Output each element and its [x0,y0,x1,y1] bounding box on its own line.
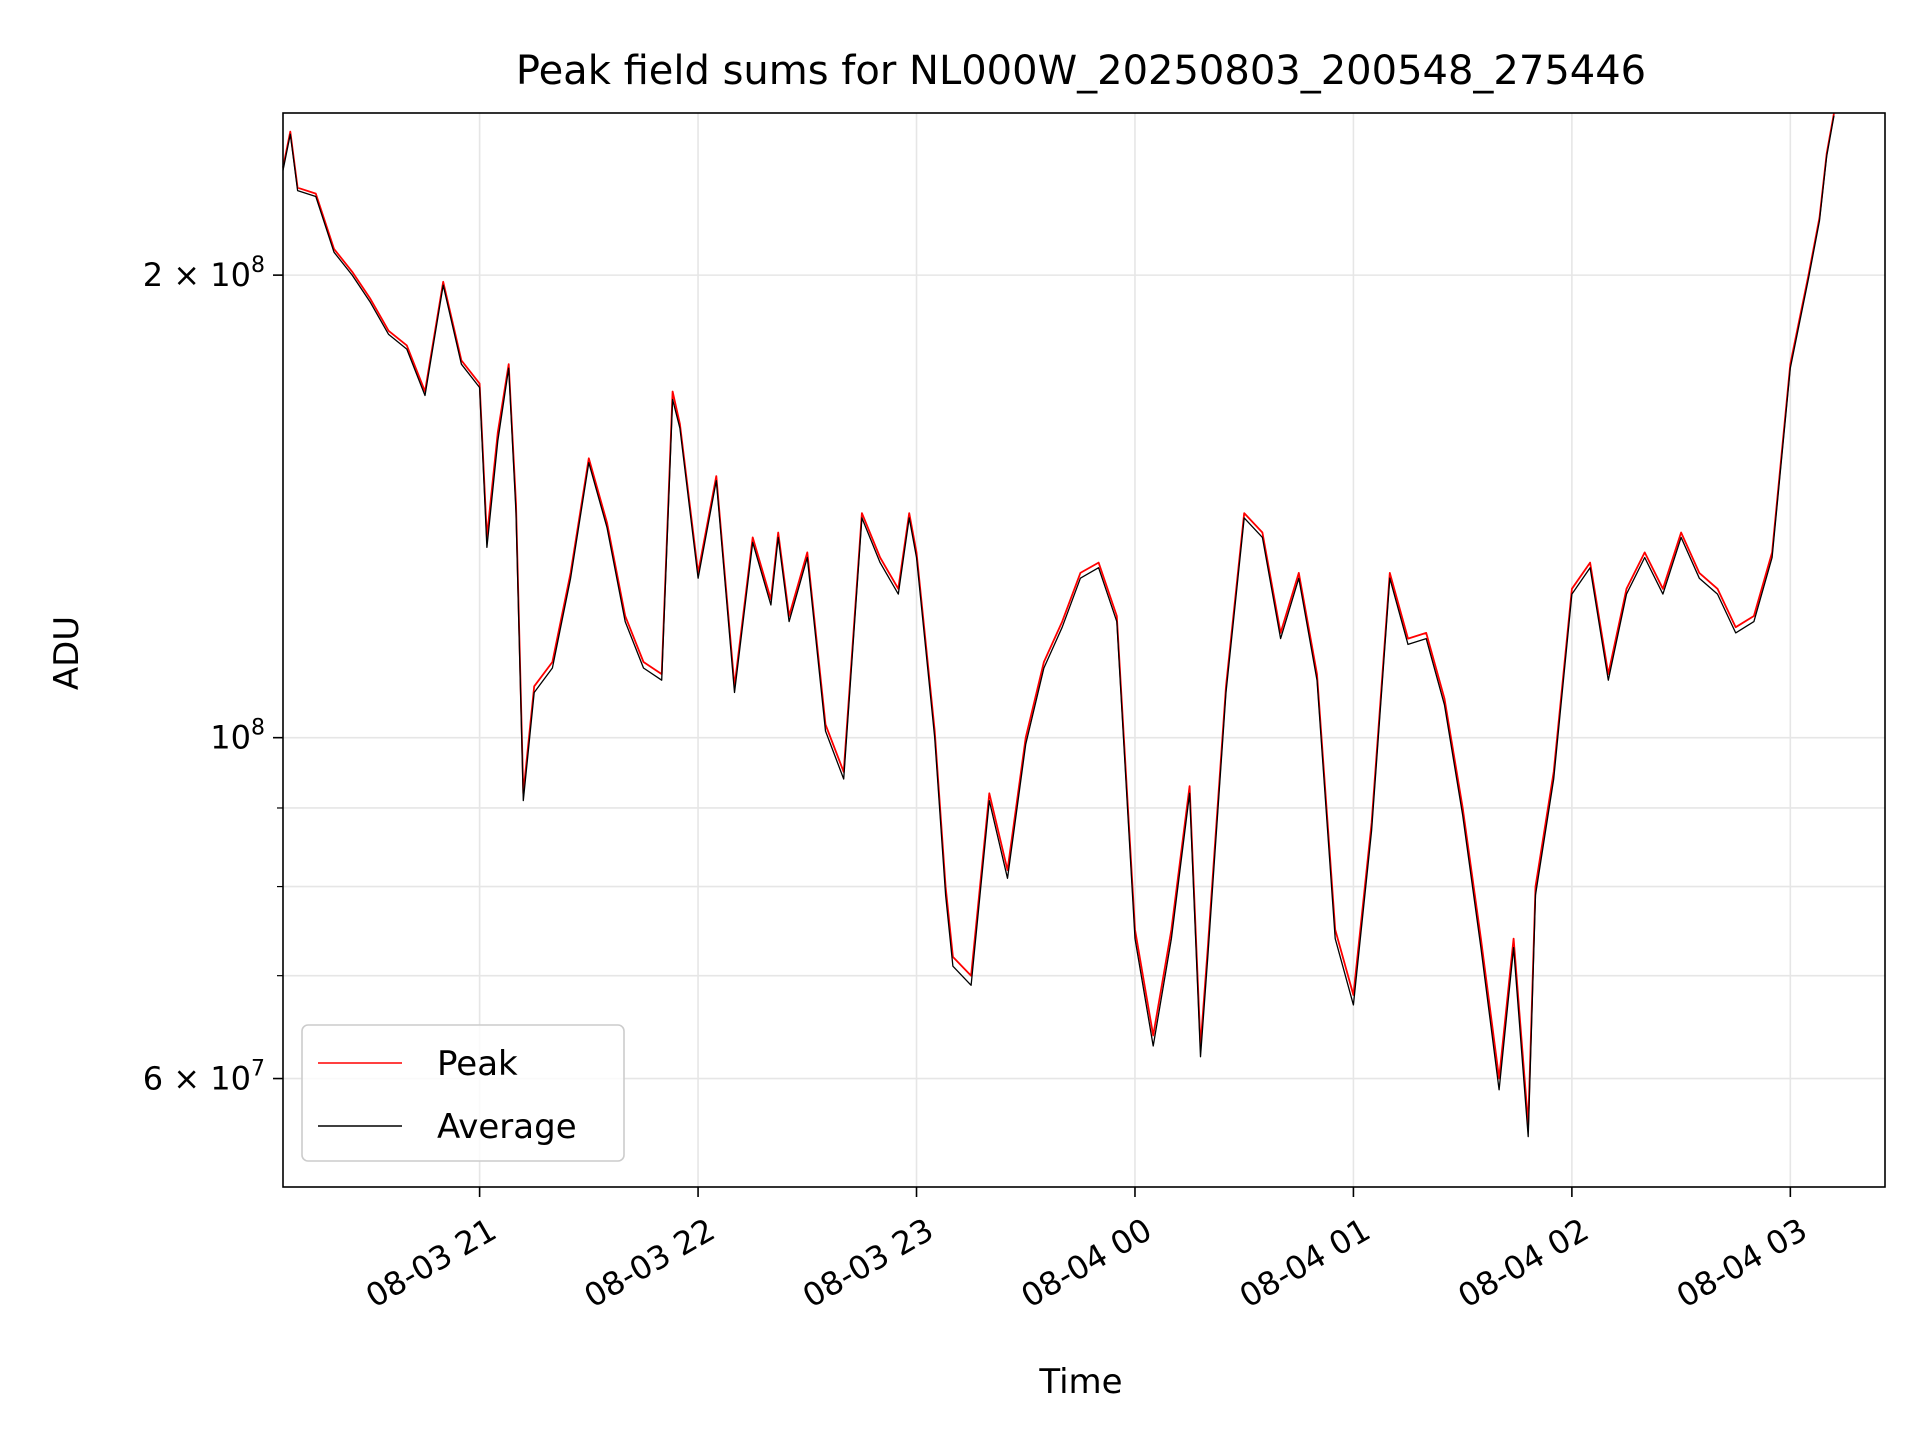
plot-frame [282,112,1886,1188]
y-tick-label: 2 × 108 [143,253,265,294]
legend: Peak Average [301,1024,625,1162]
y-tick-label-base: 10 [210,719,251,757]
plot-series [282,112,1835,1138]
y-tick-label-exponent: 7 [251,1057,265,1082]
legend-box [301,1024,625,1162]
y-tick-label: 6 × 107 [143,1057,265,1098]
y-tick-label-base: 6 × 10 [143,1060,251,1098]
gridlines [283,113,1885,1187]
y-axis-label: ADU [47,616,87,690]
series-line-average [282,115,1835,1138]
y-tick-label: 108 [210,716,265,757]
legend-label-average: Average [437,1107,577,1147]
x-axis-label: Time [1038,1362,1122,1402]
y-tick-label-base: 2 × 10 [143,256,251,294]
legend-label-peak: Peak [437,1044,518,1084]
y-tick-label-exponent: 8 [251,716,265,741]
y-tick-label-exponent: 8 [251,253,265,278]
chart-title: Peak field sums for NL000W_20250803_2005… [516,48,1646,94]
